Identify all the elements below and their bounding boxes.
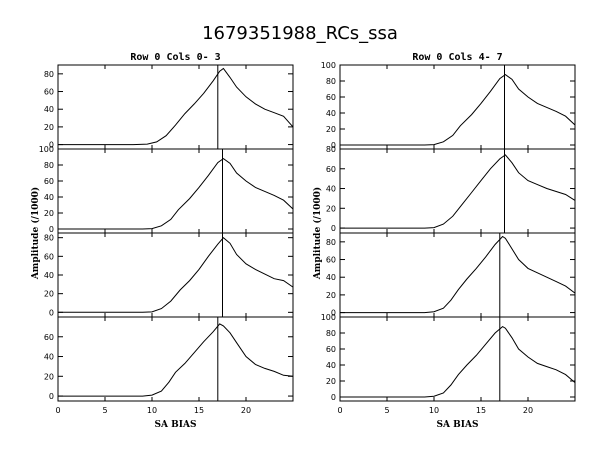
y-tick-label: 0 — [49, 308, 54, 317]
series-line — [58, 323, 294, 397]
panel-frame — [57, 148, 294, 234]
series-line — [58, 236, 294, 313]
series-line — [340, 325, 576, 398]
y-tick-label: 40 — [326, 273, 336, 282]
y-tick-label: 40 — [44, 353, 54, 362]
series-line — [58, 157, 294, 230]
panel-0-1: 0 20 40 60 80 100 — [39, 145, 294, 234]
y-tick-label: 80 — [326, 77, 336, 86]
y-tick-label: 60 — [326, 165, 336, 174]
y-tick-label: 80 — [44, 161, 54, 170]
x-tick-label: 0 — [55, 406, 60, 415]
panel-frame — [339, 148, 576, 234]
panel-frame — [57, 232, 294, 318]
panel-0-3: 0 20 40 60 — [44, 316, 294, 402]
y-tick-label: 40 — [326, 109, 336, 118]
y-tick-label: 40 — [326, 185, 336, 194]
y-tick-label: 60 — [44, 333, 54, 342]
x-tick-label: 15 — [476, 406, 486, 415]
panel-1-1: 0 20 40 60 80 — [326, 145, 576, 234]
series-line — [340, 73, 576, 146]
y-tick-label: 20 — [326, 204, 336, 213]
y-tick-label: 60 — [44, 177, 54, 186]
y-tick-label: 80 — [44, 70, 54, 79]
y-tick-label: 60 — [326, 345, 336, 354]
y-tick-label: 40 — [44, 105, 54, 114]
y-axis-label: Amplitude (/1000) — [312, 187, 323, 280]
y-tick-label: 0 — [331, 224, 336, 233]
plot-area: Row 0 Cols 0- 30204060800204060801000204… — [30, 52, 576, 430]
y-tick-label: 60 — [44, 252, 54, 261]
panel-frame — [339, 316, 576, 402]
x-tick-label: 20 — [241, 406, 251, 415]
y-tick-label: 100 — [39, 145, 54, 154]
y-tick-label: 0 — [331, 141, 336, 150]
panel-0-0: 0 20 40 60 80 — [44, 64, 294, 150]
series-line — [340, 154, 576, 229]
panel-1-2: 0 20 40 60 80 — [326, 232, 576, 318]
x-tick-label: 0 — [337, 406, 342, 415]
x-tick-label: 20 — [523, 406, 533, 415]
x-tick-label: 5 — [384, 406, 389, 415]
y-tick-label: 40 — [44, 271, 54, 280]
y-tick-label: 60 — [44, 88, 54, 97]
panel-1-3: 0 20 40 60 80 100 — [321, 313, 576, 402]
panel-frame — [57, 64, 294, 150]
panel-frame — [339, 64, 576, 150]
panel-frame — [339, 232, 576, 318]
panel-0-2: 0 20 40 60 80 — [44, 232, 294, 318]
y-tick-label: 40 — [326, 361, 336, 370]
y-tick-label: 60 — [326, 256, 336, 265]
y-tick-label: 0 — [49, 141, 54, 150]
y-tick-label: 0 — [331, 393, 336, 402]
y-tick-label: 40 — [44, 193, 54, 202]
y-tick-label: 100 — [321, 313, 336, 322]
y-axis-label: Amplitude (/1000) — [30, 187, 41, 280]
y-tick-label: 20 — [326, 125, 336, 134]
y-tick-label: 20 — [326, 291, 336, 300]
chart-column-1: Row 0 Cols 4- 70204060801000204060800204… — [312, 52, 576, 430]
y-tick-label: 80 — [44, 234, 54, 243]
column-title: Row 0 Cols 0- 3 — [130, 52, 220, 63]
y-tick-label: 0 — [49, 225, 54, 234]
x-tick-label: 5 — [102, 406, 107, 415]
y-tick-label: 0 — [49, 392, 54, 401]
x-tick-label: 15 — [194, 406, 204, 415]
y-tick-label: 80 — [326, 329, 336, 338]
y-tick-label: 20 — [44, 372, 54, 381]
y-tick-label: 20 — [44, 209, 54, 218]
series-line — [58, 67, 294, 146]
y-tick-label: 100 — [321, 61, 336, 70]
x-axis-label: SA BIAS — [155, 420, 197, 430]
y-tick-label: 80 — [326, 238, 336, 247]
x-axis-label: SA BIAS — [437, 420, 479, 430]
y-tick-label: 20 — [44, 123, 54, 132]
y-tick-label: 20 — [326, 377, 336, 386]
y-tick-label: 0 — [331, 309, 336, 318]
y-tick-label: 20 — [44, 290, 54, 299]
panel-1-0: 0 20 40 60 80 100 — [321, 61, 576, 150]
column-title: Row 0 Cols 4- 7 — [412, 52, 502, 63]
figure-title: 1679351988_RCs_ssa — [202, 23, 398, 44]
x-tick-label: 10 — [429, 406, 439, 415]
y-tick-label: 80 — [326, 145, 336, 154]
y-tick-label: 60 — [326, 93, 336, 102]
x-tick-label: 10 — [147, 406, 157, 415]
panel-frame — [57, 316, 294, 402]
series-line — [340, 235, 576, 314]
chart-column-0: Row 0 Cols 0- 30204060800204060801000204… — [30, 52, 294, 430]
